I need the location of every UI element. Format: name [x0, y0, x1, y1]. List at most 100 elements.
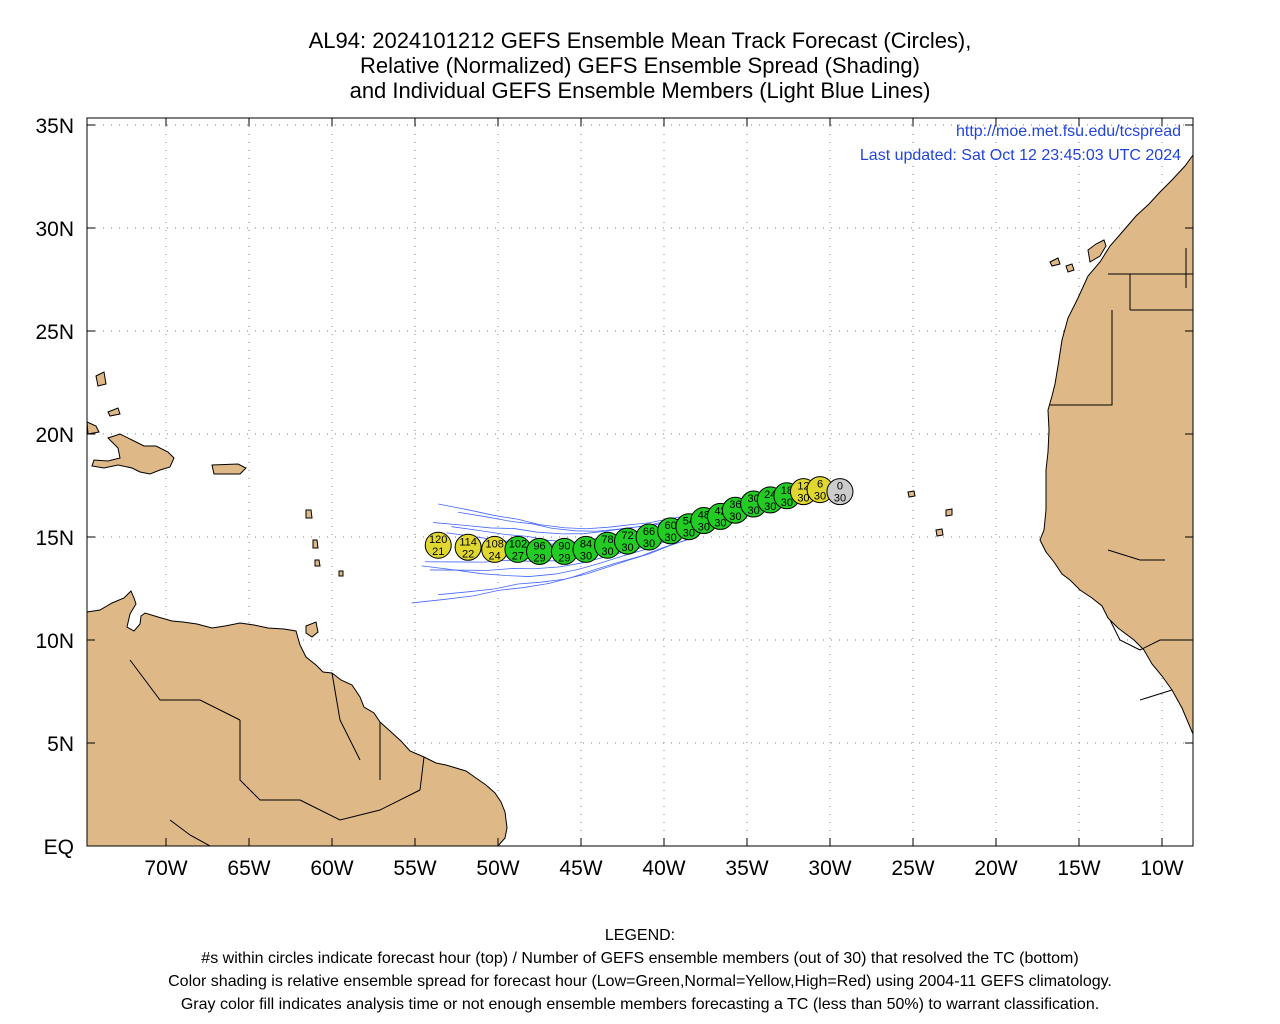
member-count-label: 30 — [643, 538, 655, 550]
track-circle: 630 — [806, 476, 834, 504]
hispaniola-island — [91, 433, 175, 475]
bahamas-island — [107, 407, 121, 417]
lat-tick-label: 25N — [35, 321, 74, 344]
forecast-hour-label: 24 — [764, 489, 776, 501]
legend-heading: LEGEND: — [604, 927, 676, 944]
trinidad-island — [305, 621, 319, 638]
forecast-hour-label: 72 — [621, 530, 633, 542]
lat-tick-label: 35N — [35, 115, 74, 138]
forecast-hour-label: 30 — [748, 493, 760, 505]
forecast-hour-label: 108 — [486, 538, 504, 550]
lesser-antilles-1 — [305, 509, 313, 519]
title-line-3: and Individual GEFS Ensemble Members (Li… — [349, 78, 931, 103]
lon-tick-label: 30W — [808, 857, 851, 880]
forecast-hour-label: 48 — [698, 510, 710, 522]
member-count-label: 21 — [432, 546, 444, 558]
lon-tick-label: 60W — [310, 857, 353, 880]
lon-tick-label: 70W — [144, 857, 187, 880]
barbados-island — [338, 570, 344, 577]
map-title: AL94: 2024101212 GEFS Ensemble Mean Trac… — [0, 28, 1280, 103]
legend-line-2: Color shading is relative ensemble sprea… — [168, 973, 1112, 990]
title-line-1: AL94: 2024101212 GEFS Ensemble Mean Trac… — [308, 28, 972, 53]
member-count-label: 30 — [814, 491, 826, 503]
forecast-hour-label: 114 — [459, 536, 477, 548]
lat-tick-label: 30N — [35, 218, 74, 241]
forecast-hour-label: 102 — [509, 538, 527, 550]
africa-landmass — [1039, 154, 1193, 735]
member-count-label: 30 — [580, 550, 592, 562]
member-count-label: 30 — [714, 517, 726, 529]
mean-track-circles: 1202111422108241022796299029843078307230… — [424, 476, 854, 565]
cape-verde-3 — [945, 508, 953, 517]
member-count-label: 30 — [834, 493, 846, 505]
cuba-island — [87, 421, 100, 435]
forecast-hour-label: 120 — [429, 534, 447, 546]
lon-tick-label: 65W — [227, 857, 270, 880]
forecast-hour-label: 96 — [533, 540, 545, 552]
member-count-label: 30 — [781, 497, 793, 509]
title-line-2: Relative (Normalized) GEFS Ensemble Spre… — [359, 53, 920, 78]
cape-verde-1 — [907, 490, 916, 498]
lon-tick-label: 10W — [1140, 857, 1183, 880]
member-count-label: 22 — [462, 548, 474, 560]
cape-verde-2 — [935, 528, 944, 537]
last-updated-text: Last updated: Sat Oct 12 23:45:03 UTC 20… — [860, 147, 1181, 164]
source-url[interactable]: http://moe.met.fsu.edu/tcspread — [956, 123, 1181, 140]
track-circle-fill — [424, 531, 452, 559]
canary-island-3 — [1049, 257, 1061, 267]
lon-tick-label: 20W — [974, 857, 1017, 880]
member-count-label: 29 — [533, 552, 545, 564]
plot-frame — [86, 117, 1194, 847]
bahamas-island-2 — [95, 371, 107, 387]
legend-line-3: Gray color fill indicates analysis time … — [180, 996, 1100, 1013]
member-count-label: 30 — [698, 522, 710, 534]
lon-tick-label: 50W — [476, 857, 519, 880]
boundaries — [129, 248, 1193, 846]
lat-tick-label: EQ — [44, 836, 74, 859]
south-america-landmass — [87, 590, 508, 846]
lon-tick-label: 15W — [1057, 857, 1100, 880]
forecast-hour-label: 84 — [580, 538, 592, 550]
member-count-label: 30 — [683, 528, 695, 540]
track-circle-fill — [454, 533, 482, 561]
lat-tick-label: 20N — [35, 424, 74, 447]
lon-tick-label: 45W — [559, 857, 602, 880]
land-layer — [87, 154, 1193, 846]
forecast-hour-label: 36 — [729, 499, 741, 511]
member-count-label: 24 — [489, 550, 501, 562]
member-count-label: 30 — [729, 511, 741, 523]
legend-line-1: #s within circles indicate forecast hour… — [201, 950, 1079, 967]
member-count-label: 30 — [797, 493, 809, 505]
forecast-hour-label: 6 — [817, 479, 823, 491]
lesser-antilles-3 — [314, 559, 321, 567]
axis-ticks: 70W 65W 60W 55W 50W 45W 40W 35W 30W 25W 20W 15W 10W E… — [35, 115, 1193, 880]
canary-island-2 — [1065, 263, 1075, 273]
legend: LEGEND: #s within circles indicate forec… — [0, 924, 1280, 1016]
canary-island-1 — [1087, 239, 1107, 263]
lon-tick-label: 55W — [393, 857, 436, 880]
member-count-label: 30 — [621, 542, 633, 554]
forecast-hour-label: 66 — [643, 526, 655, 538]
lat-tick-label: 15N — [35, 527, 74, 550]
member-count-label: 29 — [558, 552, 570, 564]
lon-tick-label: 40W — [642, 857, 685, 880]
lon-tick-label: 35W — [725, 857, 768, 880]
forecast-hour-label: 18 — [781, 485, 793, 497]
lat-tick-label: 5N — [47, 733, 74, 756]
lesser-antilles-2 — [312, 539, 319, 549]
forecast-hour-label: 60 — [665, 520, 677, 532]
member-count-label: 30 — [665, 532, 677, 544]
forecast-hour-label: 0 — [837, 481, 843, 493]
member-count-label: 27 — [512, 550, 524, 562]
member-count-label: 30 — [601, 546, 613, 558]
